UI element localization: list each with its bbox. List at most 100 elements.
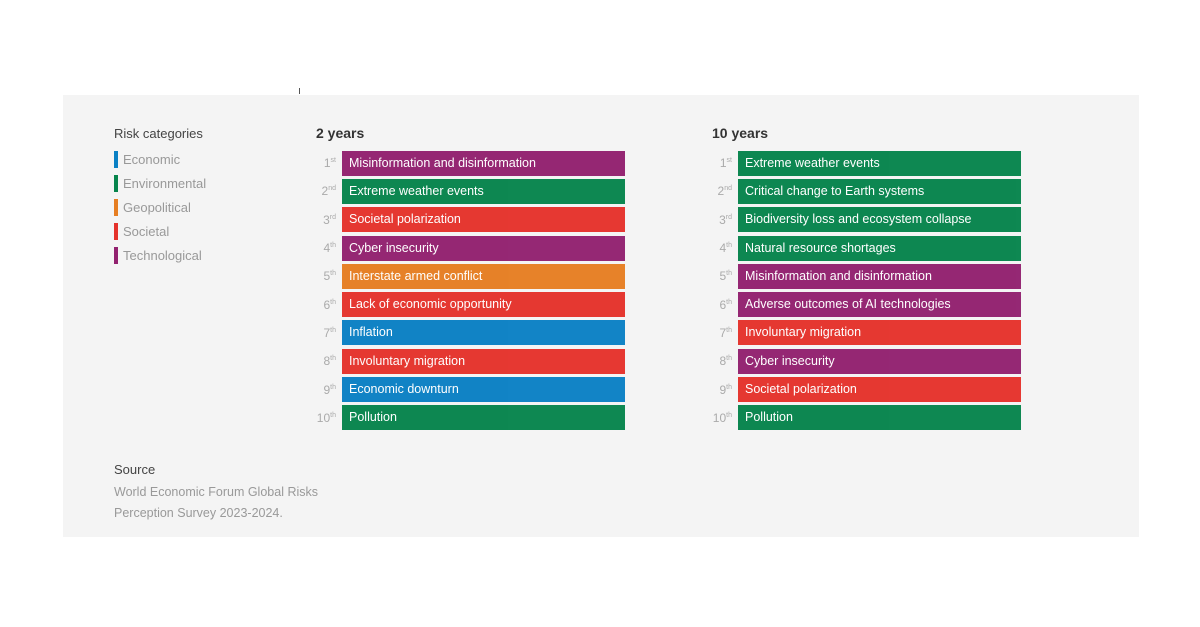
rank-suffix: th — [330, 355, 336, 363]
risk-row: 6th Adverse outcomes of AI technologies — [706, 290, 1021, 318]
rank-number: 9 — [719, 382, 727, 397]
rank-label: 2nd — [706, 184, 738, 198]
rank-label: 10th — [706, 411, 738, 425]
risk-row: 4th Natural resource shortages — [706, 234, 1021, 262]
legend-swatch — [114, 150, 118, 168]
rank-label: 3rd — [310, 213, 342, 227]
legend-title: Risk categories — [114, 126, 203, 141]
rank-suffix: th — [726, 355, 732, 363]
rank-number: 5 — [323, 269, 331, 284]
legend-item-technological: Technological — [114, 243, 206, 267]
risk-bar: Extreme weather events — [738, 150, 1021, 176]
rank-suffix: st — [330, 157, 336, 165]
risk-row: 4th Cyber insecurity — [310, 234, 625, 262]
column-2-years: 2 years 1st Misinformation and disinformat… — [310, 125, 625, 432]
risk-row: 10th Pollution — [310, 404, 625, 432]
rank-suffix: nd — [724, 185, 732, 193]
legend-swatch — [114, 246, 118, 264]
rank-suffix: th — [726, 383, 732, 391]
risk-row: 2nd Critical change to Earth systems — [706, 177, 1021, 205]
risk-row: 9th Societal polarization — [706, 375, 1021, 403]
rank-label: 3rd — [706, 213, 738, 227]
risk-row: 3rd Societal polarization — [310, 206, 625, 234]
rank-label: 5th — [310, 269, 342, 283]
risk-bar: Adverse outcomes of AI technologies — [738, 292, 1021, 318]
rank-label: 1st — [310, 156, 342, 170]
rank-label: 8th — [310, 354, 342, 368]
legend-item-economic: Economic — [114, 147, 206, 171]
legend-label: Environmental — [123, 175, 207, 191]
risk-row: 6th Lack of economic opportunity — [310, 290, 625, 318]
rank-label: 7th — [706, 326, 738, 340]
rank-suffix: st — [726, 157, 732, 165]
rank-suffix: th — [330, 242, 336, 250]
risk-bar: Lack of economic opportunity — [342, 292, 625, 318]
rank-number: 9 — [323, 382, 331, 397]
risk-row: 7th Involuntary migration — [706, 319, 1021, 347]
rank-number: 10 — [712, 410, 727, 425]
rank-number: 3 — [323, 212, 330, 227]
rank-suffix: th — [330, 270, 336, 278]
rank-suffix: rd — [725, 213, 732, 221]
risk-bar: Interstate armed conflict — [342, 263, 625, 289]
rank-label: 4th — [706, 241, 738, 255]
risk-bar: Inflation — [342, 320, 625, 346]
risk-bar: Cyber insecurity — [738, 348, 1021, 374]
rank-number: 1 — [323, 156, 331, 171]
risk-row: 7th Inflation — [310, 319, 625, 347]
column-title: 10 years — [712, 125, 769, 141]
rank-label: 2nd — [310, 184, 342, 198]
risk-row: 3rd Biodiversity loss and ecosystem colla… — [706, 206, 1021, 234]
source-title: Source — [114, 462, 156, 477]
rank-number: 6 — [323, 297, 331, 312]
risk-row: 5th Misinformation and disinformation — [706, 262, 1021, 290]
rank-number: 8 — [323, 354, 331, 369]
risk-row: 9th Economic downturn — [310, 375, 625, 403]
risk-bar: Misinformation and disinformation — [342, 150, 625, 176]
risk-bar: Societal polarization — [342, 207, 625, 233]
rank-suffix: nd — [328, 185, 336, 193]
rank-label: 6th — [706, 298, 738, 312]
risk-row: 5th Interstate armed conflict — [310, 262, 625, 290]
risk-row: 8th Cyber insecurity — [706, 347, 1021, 375]
risk-row: 8th Involuntary migration — [310, 347, 625, 375]
legend-swatch — [114, 222, 118, 240]
rank-number: 2 — [321, 184, 329, 199]
legend-label: Technological — [123, 247, 202, 263]
risk-row: 2nd Extreme weather events — [310, 177, 625, 205]
rank-number: 6 — [719, 297, 727, 312]
risk-bar: Pollution — [342, 405, 625, 431]
rank-number: 4 — [719, 241, 727, 256]
risk-bar: Biodiversity loss and ecosystem collapse — [738, 207, 1021, 233]
rank-label: 10th — [310, 411, 342, 425]
rank-suffix: th — [330, 411, 336, 419]
rank-number: 2 — [717, 184, 725, 199]
rank-suffix: th — [726, 242, 732, 250]
risk-row: 1st Extreme weather events — [706, 149, 1021, 177]
column-10-years: 10 years 1st Extreme weather events 2nd Crit… — [706, 125, 1021, 432]
rank-label: 1st — [706, 156, 738, 170]
rank-suffix: th — [330, 326, 336, 334]
risk-row: 1st Misinformation and disinformation — [310, 149, 625, 177]
rank-label: 5th — [706, 269, 738, 283]
legend-item-environmental: Environmental — [114, 171, 206, 195]
rank-number: 5 — [719, 269, 727, 284]
column-title: 2 years — [316, 125, 365, 141]
rank-number: 10 — [316, 410, 331, 425]
risk-bar: Critical change to Earth systems — [738, 178, 1021, 204]
rank-number: 1 — [719, 156, 727, 171]
rank-label: 4th — [310, 241, 342, 255]
rank-number: 3 — [719, 212, 726, 227]
legend-label: Geopolitical — [123, 199, 191, 215]
risk-bar: Misinformation and disinformation — [738, 263, 1021, 289]
rank-label: 8th — [706, 354, 738, 368]
rank-label: 9th — [706, 383, 738, 397]
rank-suffix: th — [726, 411, 732, 419]
legend-label: Societal — [123, 223, 170, 239]
rank-suffix: th — [330, 383, 336, 391]
rank-number: 4 — [323, 241, 331, 256]
legend-item-geopolitical: Geopolitical — [114, 195, 206, 219]
risk-ranking-panel: Risk categories Economic Environmental Geo… — [63, 95, 1139, 537]
rank-suffix: th — [726, 270, 732, 278]
rank-number: 8 — [719, 354, 727, 369]
